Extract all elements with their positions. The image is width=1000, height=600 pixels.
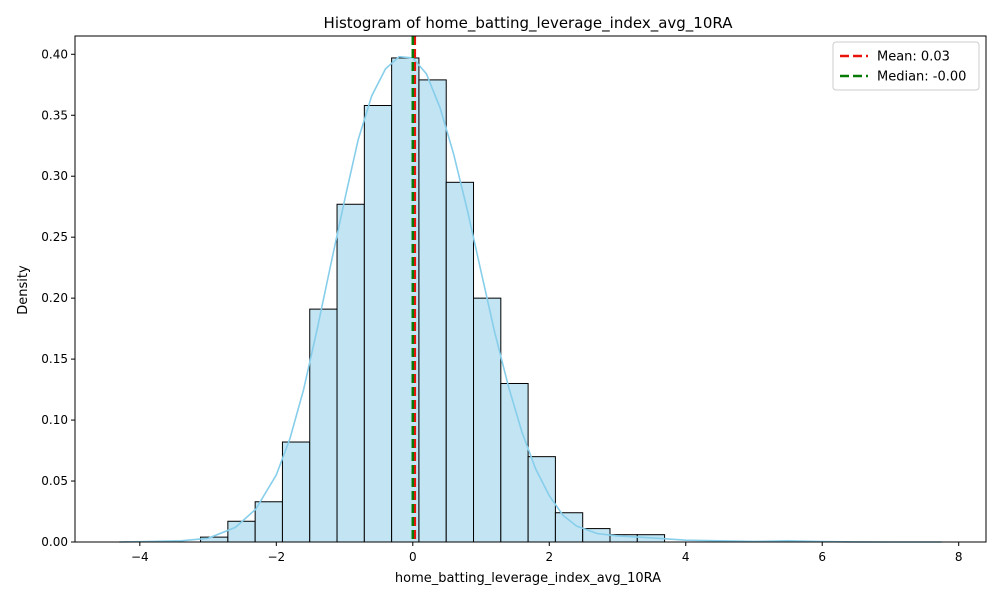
histogram-bar-8 xyxy=(336,203,365,543)
legend-items: Mean: 0.03 Median: -0.00 xyxy=(840,50,966,85)
y-tick-label: 0.00 xyxy=(41,535,68,549)
y-axis-label: Density xyxy=(16,265,31,315)
y-tick-label: 0.40 xyxy=(41,47,68,61)
bars-layer xyxy=(200,57,666,543)
reference-lines-layer xyxy=(411,36,417,542)
histogram-bar-5 xyxy=(254,501,283,543)
chart-title: Histogram of home_batting_leverage_index… xyxy=(324,14,734,33)
x-axis-label: home_batting_leverage_index_avg_10RA xyxy=(395,571,661,586)
kde-layer xyxy=(119,55,942,543)
y-tick-label: 0.20 xyxy=(41,291,68,305)
histogram-bar-15 xyxy=(527,456,556,543)
x-tick-label: 0 xyxy=(409,550,417,564)
kde-curve xyxy=(119,55,942,543)
x-tick-label: 2 xyxy=(545,550,553,564)
x-tick-label: 6 xyxy=(818,550,826,564)
y-tick-label: 0.05 xyxy=(41,474,68,488)
legend-median-label: Median: -0.00 xyxy=(877,70,966,85)
x-tick-label: −4 xyxy=(131,550,149,564)
histogram-bar-9 xyxy=(363,104,393,543)
histogram-bar-4 xyxy=(227,520,256,543)
x-tick-label: 8 xyxy=(955,550,963,564)
axes-frame xyxy=(74,35,987,543)
y-tick-label: 0.35 xyxy=(41,108,68,122)
y-tick-label: 0.15 xyxy=(41,352,68,366)
legend-mean-label: Mean: 0.03 xyxy=(877,50,950,65)
y-tick-label: 0.10 xyxy=(41,413,68,427)
x-tick-label: 4 xyxy=(682,550,690,564)
y-tick-label: 0.30 xyxy=(41,169,68,183)
y-tick-label: 0.25 xyxy=(41,230,68,244)
y-ticks-layer: 0.00 0.05 0.10 0.15 0.20 0.25 0.30 0.35 0.40 xyxy=(41,47,75,549)
x-ticks-layer: −4 −2 0 2 4 6 8 xyxy=(131,542,963,564)
histogram-bar-13 xyxy=(473,297,502,543)
histogram-bar-6 xyxy=(281,441,311,543)
x-tick-label: −2 xyxy=(267,550,285,564)
histogram-bar-12 xyxy=(445,181,475,543)
legend-box xyxy=(832,41,980,91)
legend: Mean: 0.03 Median: -0.00 xyxy=(832,41,980,91)
histogram-bar-11 xyxy=(418,79,447,543)
